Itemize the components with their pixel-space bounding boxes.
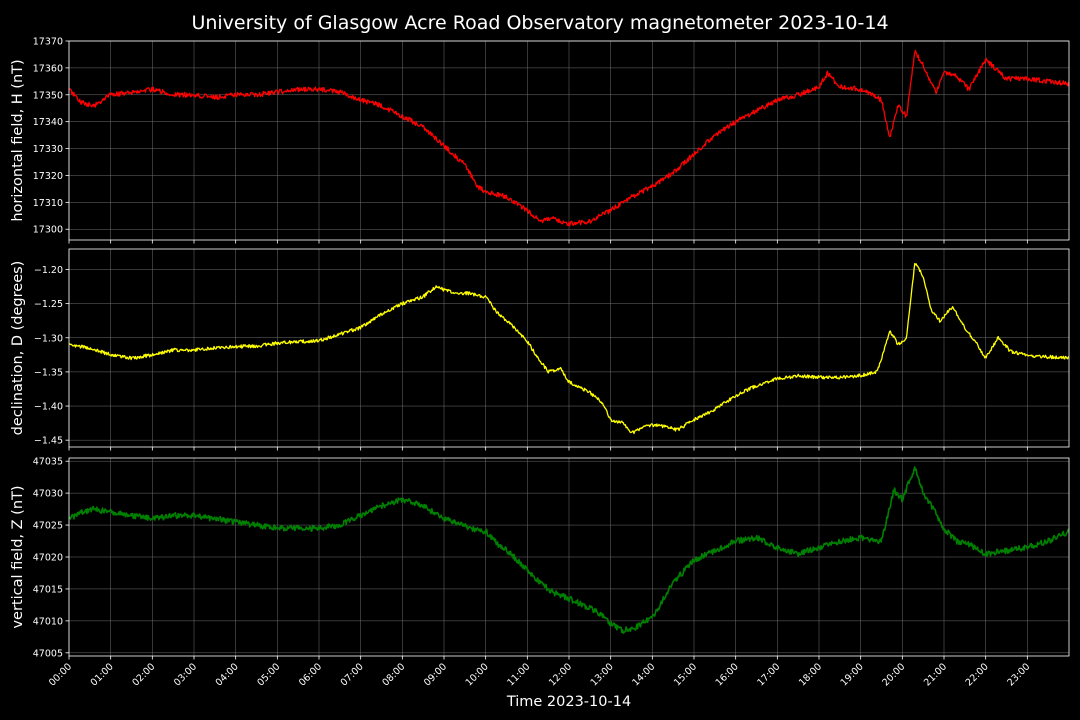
- series-line-0: [68, 49, 1070, 227]
- y-tick-label: −1.35: [34, 367, 63, 378]
- panel-frame: [68, 40, 1070, 241]
- y-tick-label: 17300: [33, 225, 63, 236]
- y-tick-label: 17310: [33, 198, 63, 209]
- y-tick-label: 17360: [33, 63, 63, 74]
- y-tick-label: 47035: [33, 457, 63, 468]
- y-tick-label: 47010: [33, 616, 63, 627]
- y-tick-label: 47005: [33, 648, 63, 659]
- x-axis-label: Time 2023-10-14: [506, 694, 631, 710]
- panel-0: 17300 17310 17320 17330 17340 17350 17360 17370…: [10, 37, 1070, 244]
- panel-2: 47005 47010 47015 47020 47025 47030 47035 verti…: [10, 457, 1070, 660]
- series-line-1: [68, 263, 1070, 435]
- panel-frame: [68, 457, 1070, 657]
- y-tick-label: 17370: [33, 37, 63, 48]
- y-axis-label: declination, D (degrees): [10, 261, 26, 436]
- y-tick-label: 47030: [33, 489, 63, 500]
- chart-title: University of Glasgow Acre Road Observat…: [191, 12, 888, 34]
- panel-frame: [68, 248, 1070, 448]
- y-tick-label: 17350: [33, 90, 63, 101]
- y-tick-label: 17320: [33, 171, 63, 182]
- y-tick-label: −1.25: [34, 299, 63, 310]
- series-line-2: [68, 466, 1070, 634]
- y-axis-label: vertical field, Z (nT): [10, 485, 26, 628]
- y-axis-label: horizontal field, H (nT): [10, 59, 26, 221]
- panel-1: −1.20 −1.25 −1.30 −1.35 −1.40 −1.45 declinatio…: [10, 248, 1070, 451]
- y-tick-label: 17330: [33, 144, 63, 155]
- y-tick-label: 17340: [33, 117, 63, 128]
- y-tick-label: −1.20: [34, 265, 63, 276]
- y-tick-label: −1.40: [34, 402, 63, 413]
- y-tick-label: 47020: [33, 553, 63, 564]
- y-tick-label: −1.30: [34, 333, 63, 344]
- y-tick-label: 47015: [33, 584, 63, 595]
- y-tick-label: −1.45: [34, 436, 63, 447]
- y-tick-label: 47025: [33, 521, 63, 532]
